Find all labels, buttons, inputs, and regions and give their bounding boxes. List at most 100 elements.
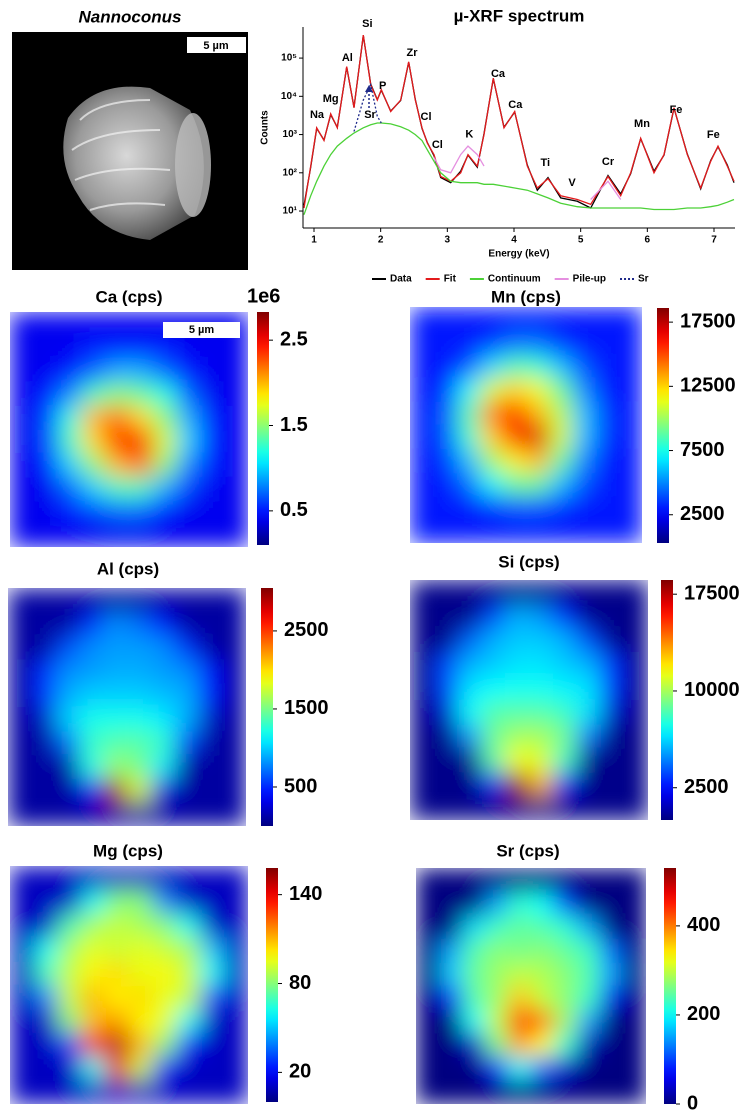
heatmap-cell: [439, 1080, 463, 1104]
heatmap-cell: [174, 707, 199, 732]
heatmap-cell: [129, 406, 154, 431]
heatmap-cell: [577, 1009, 601, 1034]
heatmap-cell: [577, 891, 601, 916]
heatmap-cell: [433, 628, 459, 653]
heatmap-cell: [57, 359, 82, 384]
colorbar-tick-label: 20: [289, 1061, 311, 1083]
heatmap-cell: [623, 1056, 646, 1081]
heatmap-cell: [103, 707, 128, 732]
heatmap-cell: [31, 802, 57, 826]
heatmap-cell: [152, 1080, 178, 1104]
heatmap-cell: [200, 1008, 225, 1034]
heatmap-cell: [105, 523, 130, 547]
heatmap-cell: [150, 778, 176, 803]
heatmap-cell: [618, 425, 642, 450]
heatmap-cell: [103, 730, 128, 756]
heatmap-cell: [224, 406, 248, 431]
scale-bar-box: [187, 37, 246, 53]
heatmap-cell: [57, 889, 82, 915]
heatmap-cell: [10, 453, 35, 478]
heatmap-cell: [224, 889, 248, 915]
heatmap-cell: [176, 476, 201, 501]
heatmap-cell: [152, 889, 178, 915]
heatmap-cell: [129, 312, 154, 337]
heatmap-cell: [576, 700, 601, 725]
heatmap-cell: [485, 986, 509, 1011]
heatmap-cell: [198, 802, 223, 826]
heatmap-cell: [505, 772, 530, 797]
heatmap-cell: [462, 1009, 486, 1034]
heatmap-cell: [224, 937, 248, 962]
heatmap-cell: [174, 802, 199, 826]
heatmap-cell: [79, 683, 104, 708]
heatmap-cell: [57, 523, 82, 547]
heatmap-cell: [81, 985, 106, 1010]
peak-label: Ca: [491, 68, 506, 80]
heatmap-cell: [505, 652, 530, 677]
heatmap-cell: [200, 335, 225, 360]
heatmap-cell: [57, 961, 82, 986]
heatmap-cell: [198, 707, 223, 732]
heatmap-cell: [176, 406, 201, 431]
heatmap-cell: [200, 913, 225, 938]
heatmap-cell: [200, 889, 225, 915]
heatmap-cell: [549, 307, 573, 332]
heatmap-cell: [33, 335, 59, 360]
heatmap-cell: [462, 1056, 486, 1081]
heatmap-cell: [152, 937, 178, 962]
heatmap-cell: [224, 985, 248, 1010]
heatmap-cell: [129, 937, 154, 962]
heatmap-cell: [529, 772, 554, 797]
heatmap-cell: [526, 472, 550, 497]
peak-label: Mn: [634, 118, 650, 130]
heatmap-cell: [595, 519, 620, 543]
heatmap-cell: [462, 938, 486, 963]
colorbar: [257, 312, 269, 545]
series-line: [353, 82, 382, 132]
heatmap-cell: [224, 1008, 248, 1034]
heatmap-cell: [222, 778, 246, 803]
heatmap-cell: [600, 891, 624, 916]
heatmap-cell: [176, 382, 201, 407]
heatmap-cell: [127, 683, 152, 708]
heatmap-cell: [416, 1009, 440, 1034]
heatmap-cell: [433, 724, 459, 749]
heatmap-cell: [479, 448, 504, 473]
heatmap-cell: [481, 676, 506, 701]
heatmap-cell: [526, 307, 550, 332]
heatmap-cell: [10, 406, 35, 431]
heatmap-cell: [103, 588, 128, 613]
y-axis-label: Counts: [260, 110, 271, 145]
heatmap-cell: [624, 652, 648, 677]
series-line: [303, 122, 735, 215]
heatmap-cell: [105, 335, 130, 360]
heatmap-cell: [150, 802, 176, 826]
legend-label: Fit: [444, 274, 457, 285]
heatmap-cell: [198, 611, 223, 637]
heatmap-cell: [572, 495, 597, 520]
heatmap-cell: [439, 891, 463, 916]
heatmap-cell: [81, 453, 106, 478]
heatmap-cell: [103, 802, 128, 826]
heatmap-cell: [600, 986, 624, 1011]
heatmap-cell: [31, 635, 57, 660]
heatmap-cell: [105, 500, 130, 525]
heatmap-cell: [554, 868, 578, 893]
heatmap-cell: [456, 519, 481, 543]
heatmap-cell: [485, 1080, 509, 1104]
heatmap-cell: [485, 1033, 509, 1058]
heatmap-cell: [549, 401, 573, 426]
heatmap-cell: [485, 1009, 509, 1034]
colorbar: [657, 308, 669, 543]
heatmap-cell: [526, 425, 550, 450]
heatmap-cell: [105, 476, 130, 501]
heatmap-cell: [200, 453, 225, 478]
heatmap-cell: [508, 938, 532, 963]
heatmap-cell: [33, 429, 59, 454]
heatmap-cell: [57, 453, 82, 478]
heatmap-cell: [10, 476, 35, 501]
series-line: [433, 145, 485, 174]
heatmap-cell: [410, 748, 435, 773]
y-tick-label: 10⁴: [281, 91, 297, 102]
